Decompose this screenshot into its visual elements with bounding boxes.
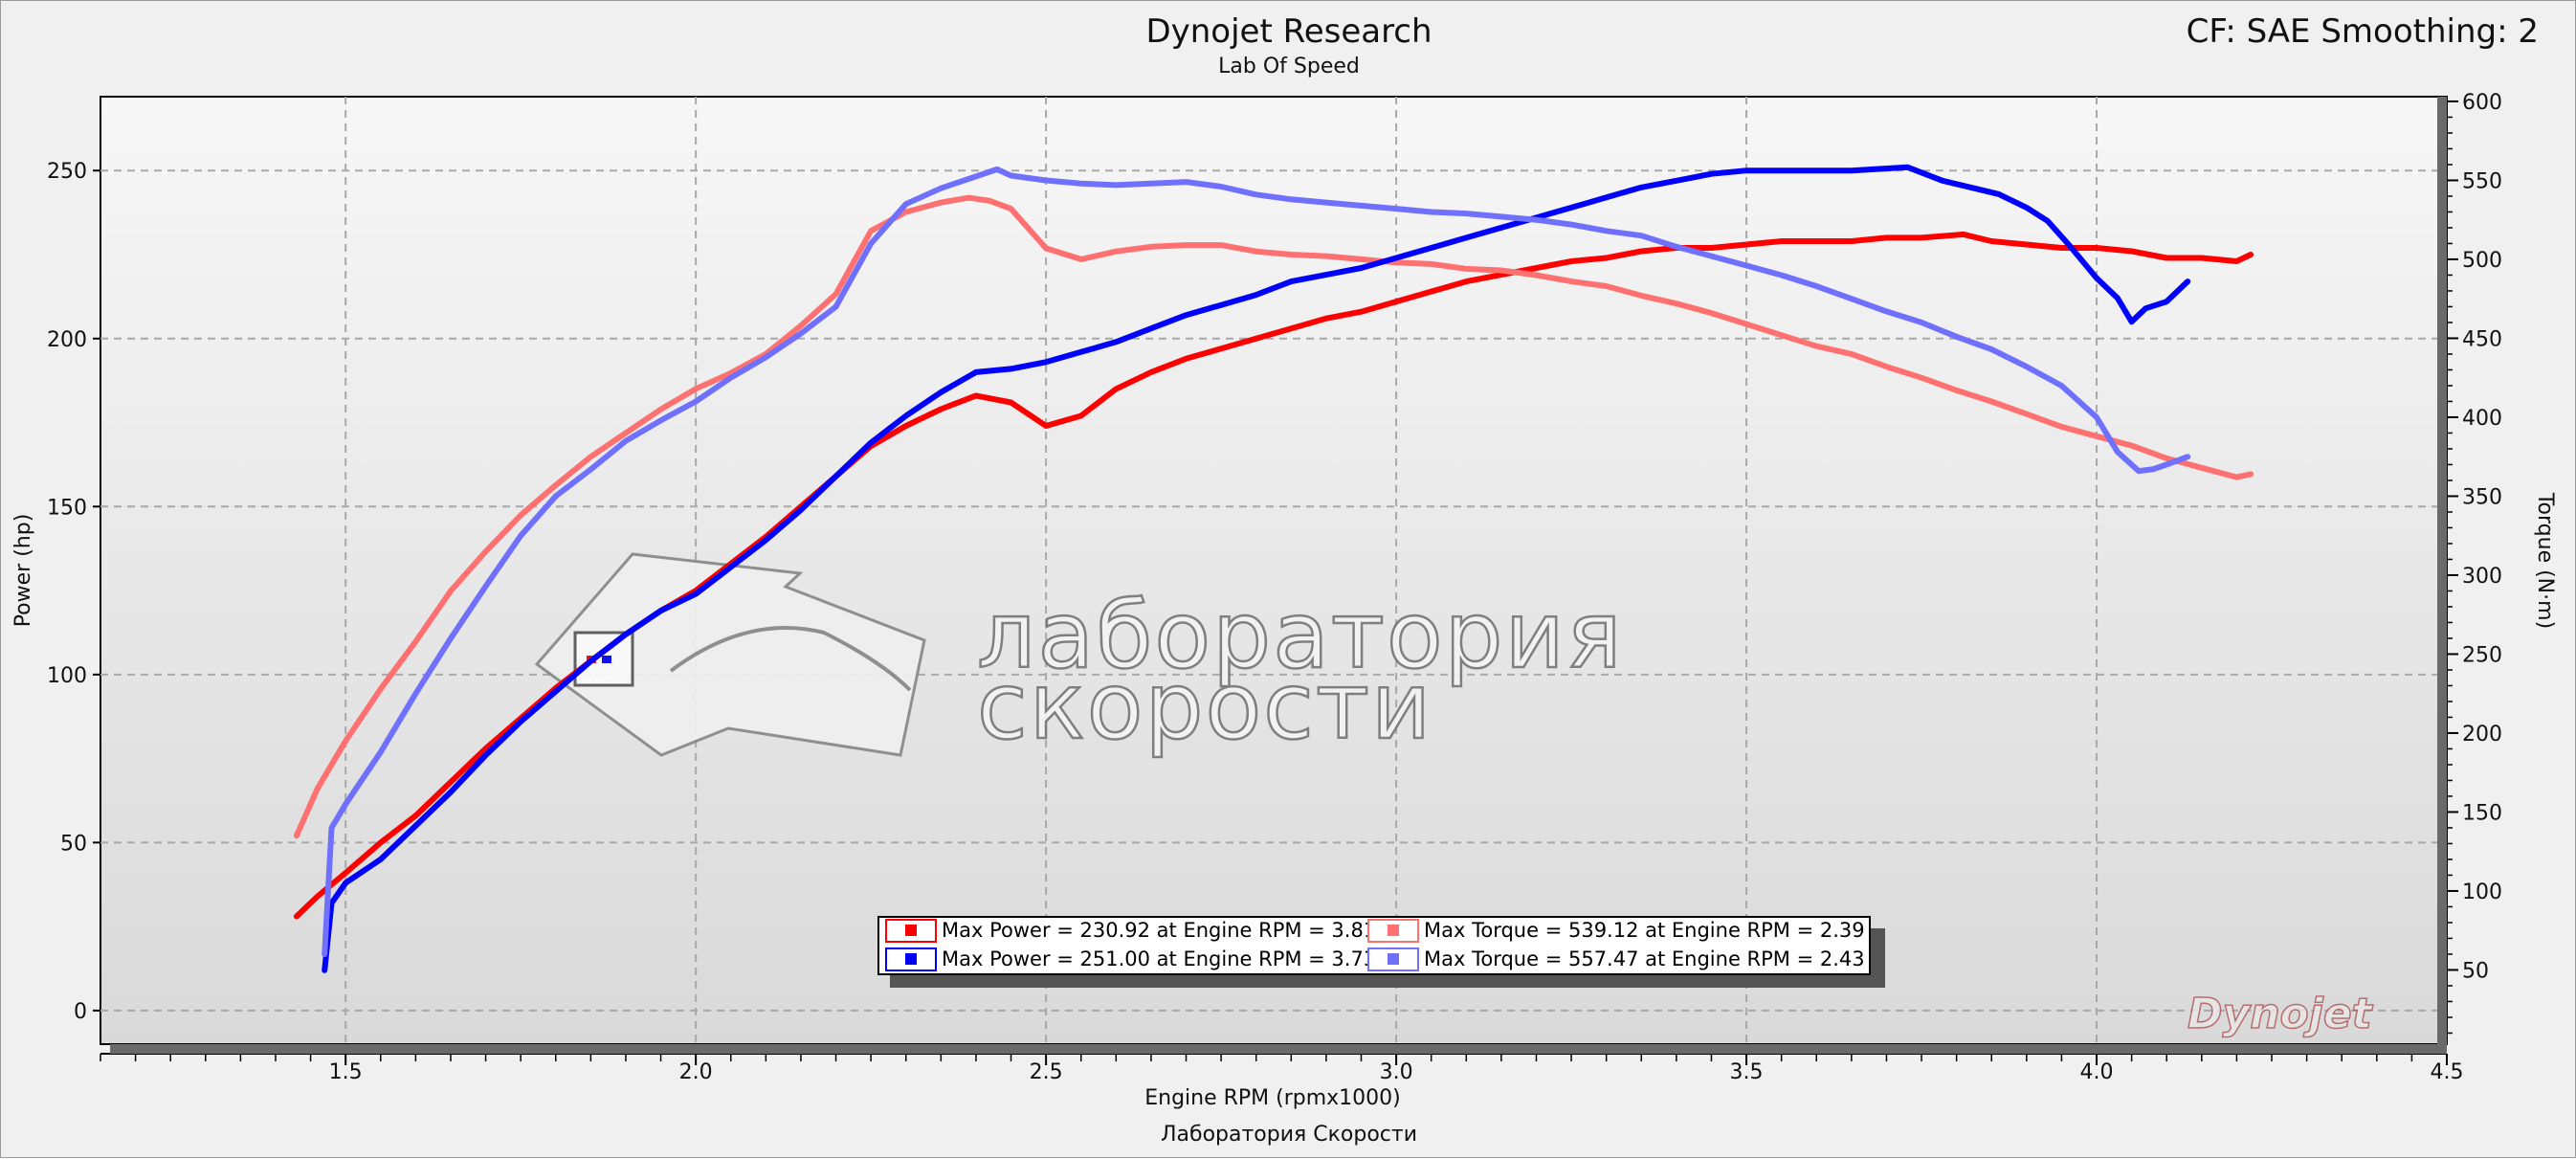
y-tick-label: 150 (47, 496, 87, 520)
legend-entry-run1-torque: Max Torque = 539.12 at Engine RPM = 2.39 (1367, 919, 1865, 943)
watermark-text-line1: лаборатория (977, 582, 1624, 689)
y2-tick-label: 200 (2462, 723, 2502, 747)
legend-swatch (905, 953, 917, 965)
chart-title: Dynojet Research (1145, 12, 1432, 51)
plot-area (100, 96, 2448, 1045)
y2-tick-label: 450 (2462, 327, 2502, 351)
legend-entry-run1-power: Max Power = 230.92 at Engine RPM = 3.81 (885, 919, 1376, 943)
y2-tick-label: 100 (2462, 880, 2502, 904)
y-tick-label: 50 (60, 832, 87, 856)
x-axis-band (110, 1044, 2447, 1054)
y2-tick-label: 300 (2462, 565, 2502, 589)
y-tick-label: 250 (47, 160, 87, 184)
legend-swatch (1388, 953, 1399, 965)
legend-label: Max Power = 230.92 at Engine RPM = 3.81 (942, 919, 1376, 942)
legend-swatch (1388, 925, 1399, 936)
y2-tick-label: 250 (2462, 643, 2502, 667)
y-tick-label: 0 (74, 1000, 87, 1024)
correction-factor-info: CF: SAE Smoothing: 2 (2186, 12, 2539, 51)
watermark-emblem-blue (602, 656, 611, 663)
x-axis-title: Engine RPM (rpmx1000) (1144, 1086, 1401, 1110)
y2-tick-label: 550 (2462, 169, 2502, 193)
y2-tick-label: 600 (2462, 91, 2502, 115)
grid-lines (100, 97, 2447, 1044)
watermark-text-line2: скорости (977, 653, 1432, 760)
bottom-caption: Лаборатория Скорости (1160, 1123, 1417, 1147)
chart-subtitle: Lab Of Speed (1218, 55, 1360, 78)
y-axis-title: Power (hp) (11, 514, 35, 628)
y2-tick-label: 350 (2462, 485, 2502, 509)
legend-label: Max Power = 251.00 at Engine RPM = 3.73 (942, 947, 1376, 970)
legend-swatch (905, 925, 917, 936)
legend: Max Power = 230.92 at Engine RPM = 3.81 … (877, 916, 1885, 988)
axes: 1.5 2.0 2.5 3.0 3.5 4.0 4.50501001502002505010… (47, 91, 2502, 1084)
legend-label: Max Torque = 539.12 at Engine RPM = 2.39 (1424, 919, 1865, 942)
y2-axis-band (2437, 97, 2447, 1044)
y-tick-label: 200 (47, 328, 87, 352)
y2-tick-label: 150 (2462, 801, 2502, 825)
dynojet-brand-logo: Dynojet (2187, 990, 2374, 1038)
y2-tick-label: 400 (2462, 407, 2502, 431)
y2-axis-title: Torque (N·m) (2533, 492, 2557, 629)
y2-tick-label: 50 (2462, 959, 2489, 983)
watermark: лаборатория скорости (534, 552, 1624, 761)
watermark-logo-shape (534, 552, 926, 757)
series-line-run2_power (322, 164, 2191, 973)
legend-entry-run2-torque: Max Torque = 557.47 at Engine RPM = 2.43 (1367, 947, 1865, 971)
legend-entry-run2-power: Max Power = 251.00 at Engine RPM = 3.73 (885, 947, 1376, 971)
legend-label: Max Torque = 557.47 at Engine RPM = 2.43 (1424, 947, 1865, 970)
series-line-run2_torque (322, 166, 2191, 957)
y2-tick-label: 500 (2462, 249, 2502, 273)
y-tick-label: 100 (47, 664, 87, 688)
watermark-swoosh-shape (669, 626, 912, 692)
series-layer (293, 164, 2254, 973)
series-line-run1_torque (293, 194, 2254, 839)
